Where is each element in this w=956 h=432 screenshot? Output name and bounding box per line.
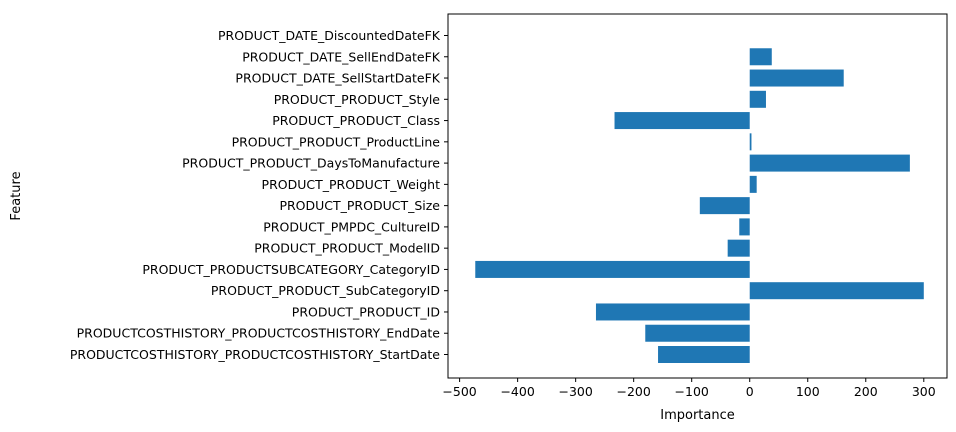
- y-tick-label: PRODUCT_DATE_SellEndDateFK: [242, 49, 441, 64]
- bar: [595, 303, 750, 321]
- bar: [699, 197, 750, 215]
- bar: [727, 239, 750, 257]
- bar: [645, 324, 750, 342]
- bar: [614, 112, 750, 130]
- bar: [749, 282, 924, 300]
- y-tick-label: PRODUCT_PRODUCT_Weight: [262, 177, 441, 192]
- bar: [749, 133, 752, 151]
- bar: [749, 69, 844, 87]
- y-ticks-layer: PRODUCTCOSTHISTORY_PRODUCTCOSTHISTORY_St…: [70, 28, 448, 362]
- y-tick-label: PRODUCT_PRODUCT_SubCategoryID: [211, 283, 440, 298]
- x-tick-label: −400: [500, 384, 534, 399]
- y-tick-label: PRODUCT_PRODUCT_ProductLine: [232, 134, 441, 149]
- plot-frame: [447, 13, 948, 379]
- x-tick-label: 100: [796, 384, 820, 399]
- bars-layer: [475, 48, 924, 363]
- bar: [749, 48, 772, 66]
- x-tick-label: 200: [854, 384, 878, 399]
- bar: [749, 175, 757, 193]
- y-tick-label: PRODUCT_PRODUCTSUBCATEGORY_CategoryID: [142, 262, 440, 277]
- x-tick-label: 0: [746, 384, 754, 399]
- y-tick-label: PRODUCT_PMPDC_CultureID: [263, 219, 440, 234]
- x-ticks-layer: −500 −400 −300 −200 −100 0 100 200 300: [442, 378, 936, 399]
- bar: [749, 154, 910, 172]
- y-axis-label: Feature: [9, 171, 24, 220]
- x-axis-label: Importance: [660, 408, 735, 423]
- y-tick-label: PRODUCT_PRODUCT_Size: [279, 198, 440, 213]
- x-tick-label: −200: [617, 384, 651, 399]
- y-tick-label: PRODUCTCOSTHISTORY_PRODUCTCOSTHISTORY_St…: [70, 347, 440, 362]
- y-tick-label: PRODUCT_PRODUCT_Class: [272, 113, 440, 128]
- x-tick-label: −100: [675, 384, 709, 399]
- y-tick-label: PRODUCT_PRODUCT_ModelID: [254, 241, 440, 256]
- y-tick-label: PRODUCT_DATE_DiscountedDateFK: [218, 28, 441, 43]
- y-tick-label: PRODUCT_DATE_SellStartDateFK: [235, 71, 440, 86]
- x-tick-label: −500: [442, 384, 476, 399]
- y-tick-label: PRODUCT_PRODUCT_DaysToManufacture: [182, 156, 440, 171]
- bar: [739, 218, 750, 236]
- y-tick-label: PRODUCT_PRODUCT_ID: [292, 304, 440, 319]
- x-tick-label: −300: [558, 384, 592, 399]
- y-tick-label: PRODUCTCOSTHISTORY_PRODUCTCOSTHISTORY_En…: [77, 326, 441, 341]
- bar: [749, 90, 766, 108]
- y-tick-label: PRODUCT_PRODUCT_Style: [274, 92, 441, 107]
- bar: [658, 346, 750, 363]
- bar: [475, 260, 750, 278]
- x-tick-label: 300: [912, 384, 936, 399]
